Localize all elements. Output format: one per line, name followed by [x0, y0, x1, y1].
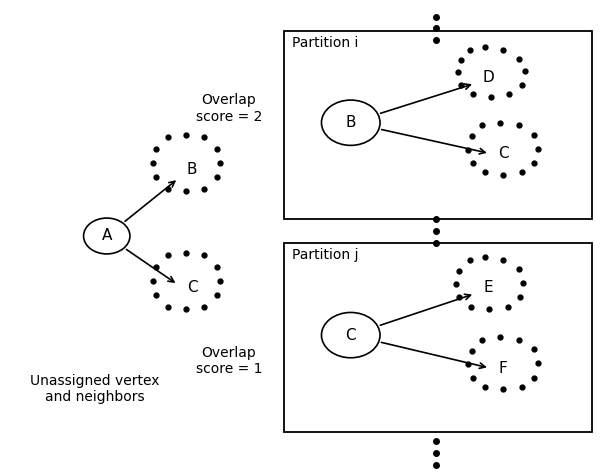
Bar — [284, 243, 592, 432]
Text: F: F — [499, 361, 508, 376]
Text: B: B — [345, 115, 356, 130]
Circle shape — [321, 312, 380, 358]
Text: C: C — [187, 280, 198, 295]
Text: Overlap
score = 2: Overlap score = 2 — [196, 93, 262, 124]
Text: E: E — [483, 280, 493, 295]
Text: C: C — [345, 328, 356, 343]
Text: Partition i: Partition i — [292, 35, 358, 50]
Bar — [284, 31, 592, 219]
Circle shape — [84, 218, 130, 254]
Text: C: C — [498, 146, 509, 161]
Text: D: D — [482, 70, 494, 85]
Text: Unassigned vertex
and neighbors: Unassigned vertex and neighbors — [30, 374, 159, 405]
Text: A: A — [101, 228, 112, 244]
Text: Partition j: Partition j — [292, 248, 358, 262]
Circle shape — [321, 100, 380, 145]
Text: B: B — [187, 162, 198, 177]
Text: Overlap
score = 1: Overlap score = 1 — [195, 346, 262, 376]
